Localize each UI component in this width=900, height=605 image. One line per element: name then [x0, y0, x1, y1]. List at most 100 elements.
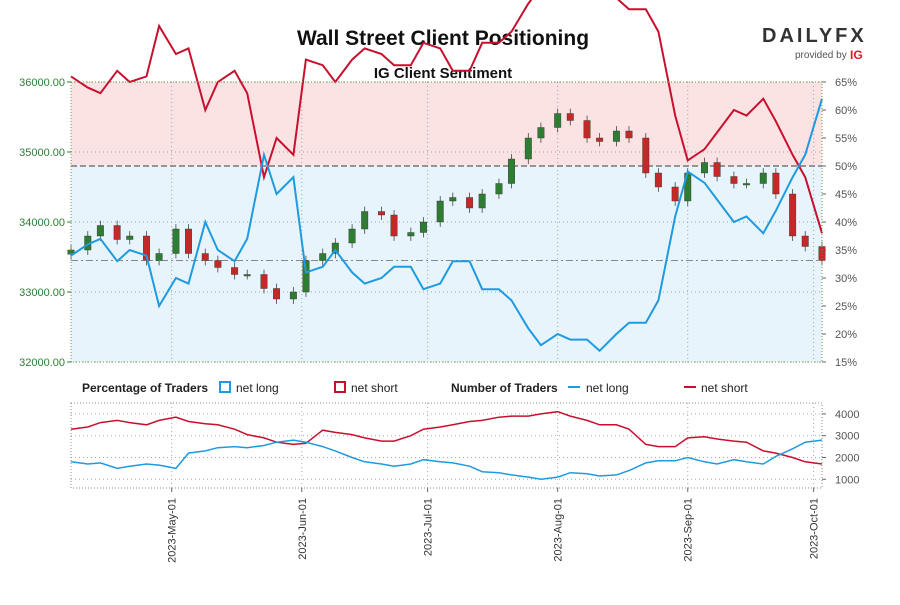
candle-body [390, 214, 398, 237]
date-tick-label: 2023-Aug-01 [553, 498, 565, 562]
price-tick-label: 35000.00 [19, 147, 65, 159]
candle-body [449, 197, 457, 202]
candle-body [289, 291, 297, 300]
candle-body [730, 176, 738, 184]
price-tick-label: 32000.00 [19, 357, 65, 369]
price-tick-label: 34000.00 [19, 217, 65, 229]
candle-body [361, 211, 369, 230]
traders-tick-label: 3000 [835, 431, 859, 443]
traders-panel: 4000 3000 2000 1000 [70, 402, 859, 489]
candle-body [407, 232, 415, 237]
candle-body [508, 158, 515, 184]
date-tick-label: 2023-Jun-01 [297, 498, 309, 560]
traders-axis: 4000 3000 2000 1000 [822, 409, 859, 486]
dailyfx-logo: DAILYFX provided by IG [762, 25, 867, 62]
candle-body [436, 200, 444, 223]
candle-body [302, 260, 310, 293]
net-long-pct-line [70, 98, 823, 353]
candle-body [243, 274, 251, 277]
main-grid [71, 81, 822, 363]
candle-body [495, 183, 503, 195]
date-tick-label: 2023-Sep-01 [683, 498, 695, 562]
net-long-count-line [70, 439, 823, 481]
candle-body [566, 113, 574, 121]
candle-body [596, 137, 604, 142]
candle-body [260, 274, 268, 289]
candle-body [273, 288, 281, 300]
percent-tick-label: 40% [835, 217, 857, 229]
main-panel: 36000.00 35000.00 34000.00 33000.00 32000.00… [19, 0, 857, 369]
candle-body [654, 172, 662, 188]
legend-pct-short: net short [351, 381, 398, 395]
candle-body [671, 186, 679, 202]
legend-pct-long: net long [236, 381, 279, 395]
candle-body [583, 120, 591, 139]
candle-body [155, 253, 163, 261]
legend-num-title: Number of Traders [451, 381, 558, 395]
traders-frame [70, 402, 823, 489]
percent-tick-label: 35% [835, 245, 857, 257]
date-tick-label: 2023-Jul-01 [423, 498, 435, 556]
legend-pct-short-swatch [334, 381, 346, 393]
legend-num-short: net short [701, 381, 748, 395]
candle-body [701, 162, 708, 174]
legend: Percentage of Traders net long net short… [82, 381, 748, 395]
logo-brand: DAILYFX [762, 25, 867, 47]
traders-tick-label: 2000 [835, 452, 859, 464]
candle-body [231, 267, 239, 275]
candle-body [331, 242, 339, 254]
candle-body [214, 260, 222, 268]
percent-tick-label: 45% [835, 189, 857, 201]
candle-body [537, 127, 545, 139]
candle-body [524, 137, 532, 160]
candle-body [143, 235, 150, 261]
date-tick-label: 2023-Oct-01 [809, 498, 821, 559]
legend-pct-long-swatch [219, 381, 231, 393]
logo-partner: IG [850, 48, 863, 62]
short-zone-background [71, 82, 822, 166]
traders-tick-label: 4000 [835, 409, 859, 421]
candle-body [378, 211, 385, 216]
percent-axis: 65% 60% 55% 50% 45% 40% 35% 30% 25% 20% 15% [822, 77, 857, 369]
legend-num-long: net long [586, 381, 629, 395]
legend-pct-title: Percentage of Traders [82, 381, 208, 395]
percent-tick-label: 30% [835, 273, 857, 285]
candle-body [96, 225, 104, 237]
percent-tick-label: 15% [835, 357, 857, 369]
candle-body [185, 228, 192, 254]
candle-body [466, 197, 474, 209]
candle-body [801, 235, 809, 247]
net-short-count-line [70, 410, 823, 465]
candle-body [789, 193, 797, 237]
traders-grid [71, 403, 822, 488]
candle-body [419, 221, 427, 233]
traders-tick-label: 1000 [835, 474, 859, 486]
candle-body [642, 137, 650, 174]
percent-tick-label: 20% [835, 329, 857, 341]
percent-tick-label: 50% [835, 161, 857, 173]
candle-body [478, 193, 486, 209]
net-short-pct-line [70, 0, 823, 234]
candle-body [113, 225, 121, 240]
percent-tick-label: 65% [835, 77, 857, 89]
candle-body [201, 253, 209, 261]
price-tick-label: 36000.00 [19, 77, 65, 89]
candle-body [743, 183, 750, 186]
price-axis: 36000.00 35000.00 34000.00 33000.00 32000.00 [19, 77, 71, 369]
candle-body [126, 235, 134, 240]
long-zone-background [71, 166, 822, 362]
candle-body [625, 130, 633, 139]
candle-body [759, 172, 767, 184]
logo-provided-by: provided by [795, 50, 847, 61]
date-tick-label: 2023-May-01 [167, 498, 179, 563]
chart-subtitle: IG Client Sentiment [374, 65, 512, 82]
percent-tick-label: 25% [835, 301, 857, 313]
price-candles [67, 108, 826, 304]
candle-body [348, 228, 356, 244]
candle-body [319, 253, 327, 261]
candle-body [713, 162, 721, 177]
percent-tick-label: 55% [835, 133, 857, 145]
price-tick-label: 33000.00 [19, 287, 65, 299]
